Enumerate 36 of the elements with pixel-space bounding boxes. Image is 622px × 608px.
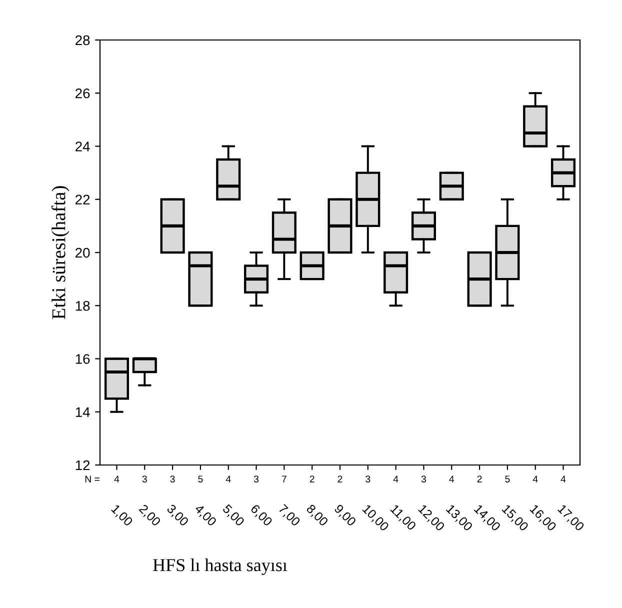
y-tick-label: 22 — [76, 194, 90, 204]
x-tick-label: 6,00 — [249, 504, 273, 528]
y-tick-label: 24 — [76, 142, 90, 152]
y-tick-label: 26 — [76, 88, 90, 98]
y-tick-label: 12 — [76, 460, 90, 470]
y-tick-label: 28 — [76, 35, 90, 46]
text: 5 — [198, 476, 203, 482]
text: 3 — [421, 476, 426, 482]
text: 2 — [477, 476, 482, 482]
y-axis-title: Etki süresi(hafta) — [51, 186, 70, 320]
text: 5 — [505, 476, 510, 482]
text: 2 — [338, 476, 342, 482]
text: 3 — [366, 476, 370, 482]
text: 4 — [560, 476, 566, 482]
y-tick-label: 18 — [76, 300, 90, 311]
text: 4 — [449, 476, 454, 482]
text: 3 — [254, 476, 259, 482]
y-tick-label: 20 — [76, 248, 90, 258]
x-tick-label: 1,00 — [110, 504, 134, 528]
text: 4 — [226, 476, 231, 482]
x-tick-label: 2,00 — [138, 504, 162, 528]
text: 2 — [310, 476, 314, 482]
x-tick-label: 9,00 — [332, 504, 357, 528]
text: 4 — [393, 476, 398, 482]
text: 3 — [170, 476, 175, 482]
y-tick-label: 14 — [76, 407, 90, 417]
x-axis-title: HFS lı hasta sayısı — [153, 558, 288, 575]
text: 4 — [532, 476, 538, 482]
y-tick-label: 16 — [76, 354, 90, 364]
text: 7 — [282, 476, 286, 482]
x-tick-label: 4,00 — [193, 504, 218, 528]
text: 3 — [142, 476, 147, 482]
text: N = — [85, 476, 100, 482]
text: 4 — [114, 476, 120, 482]
x-tick-label: 8,00 — [304, 504, 329, 528]
x-tick-label: 3,00 — [165, 504, 190, 528]
